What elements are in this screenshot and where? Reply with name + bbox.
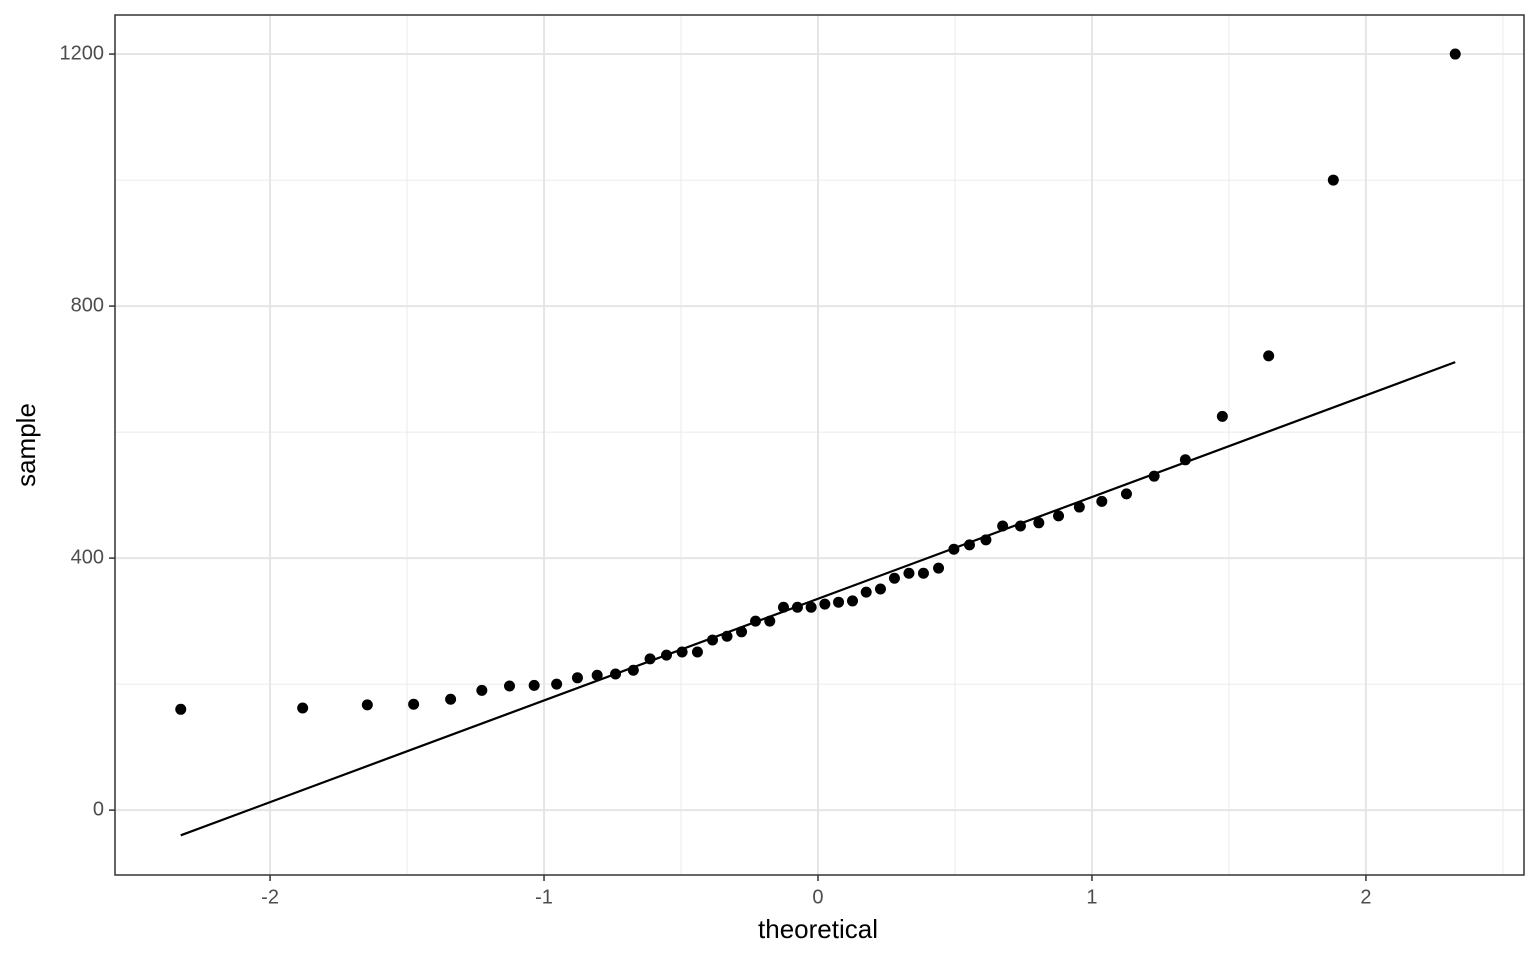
point: [1033, 517, 1045, 529]
point: [1327, 174, 1339, 186]
point: [691, 646, 703, 658]
point: [528, 679, 540, 691]
x-tick-label: -1: [535, 886, 553, 908]
point: [361, 699, 373, 711]
point: [476, 684, 488, 696]
point: [1449, 48, 1461, 60]
point: [948, 543, 960, 555]
point: [297, 702, 309, 714]
point: [997, 520, 1009, 532]
point: [980, 534, 992, 546]
y-axis-title: sample: [11, 403, 41, 487]
point: [1216, 410, 1228, 422]
point: [1263, 350, 1275, 362]
point: [721, 630, 733, 642]
point: [175, 703, 187, 715]
x-axis-title: theoretical: [758, 914, 878, 944]
point: [644, 653, 656, 665]
point: [833, 596, 845, 608]
x-tick-label: 2: [1360, 886, 1371, 908]
point: [610, 668, 622, 680]
point: [1148, 470, 1160, 482]
point: [551, 678, 563, 690]
point: [764, 615, 776, 627]
point: [805, 601, 817, 613]
point: [903, 567, 915, 579]
point: [736, 626, 748, 638]
point: [847, 595, 859, 607]
point: [504, 680, 516, 692]
point: [888, 572, 900, 584]
point: [791, 601, 803, 613]
point: [1096, 495, 1108, 507]
point: [1073, 501, 1085, 513]
panel-border: [114, 14, 1525, 876]
point: [627, 664, 639, 676]
x-tick-label: -2: [261, 886, 279, 908]
point: [591, 669, 603, 681]
point: [571, 672, 583, 684]
y-tick-label: 0: [93, 798, 104, 820]
point: [874, 583, 886, 595]
point: [819, 598, 831, 610]
point: [963, 539, 975, 551]
x-tick-label: 1: [1086, 886, 1097, 908]
point: [445, 693, 457, 705]
point: [933, 562, 945, 574]
point: [777, 601, 789, 613]
y-tick-label: 1200: [60, 42, 105, 64]
reference-line: [180, 361, 1456, 837]
point: [750, 615, 762, 627]
x-tick-label: 0: [812, 886, 823, 908]
point: [860, 586, 872, 598]
point: [660, 649, 672, 661]
point: [408, 698, 420, 710]
point: [707, 634, 719, 646]
point: [917, 567, 929, 579]
point: [1179, 454, 1191, 466]
point: [676, 646, 688, 658]
y-tick-label: 400: [71, 546, 104, 568]
point: [1014, 520, 1026, 532]
y-tick-label: 800: [71, 294, 104, 316]
point: [1120, 488, 1132, 500]
point: [1053, 510, 1065, 522]
